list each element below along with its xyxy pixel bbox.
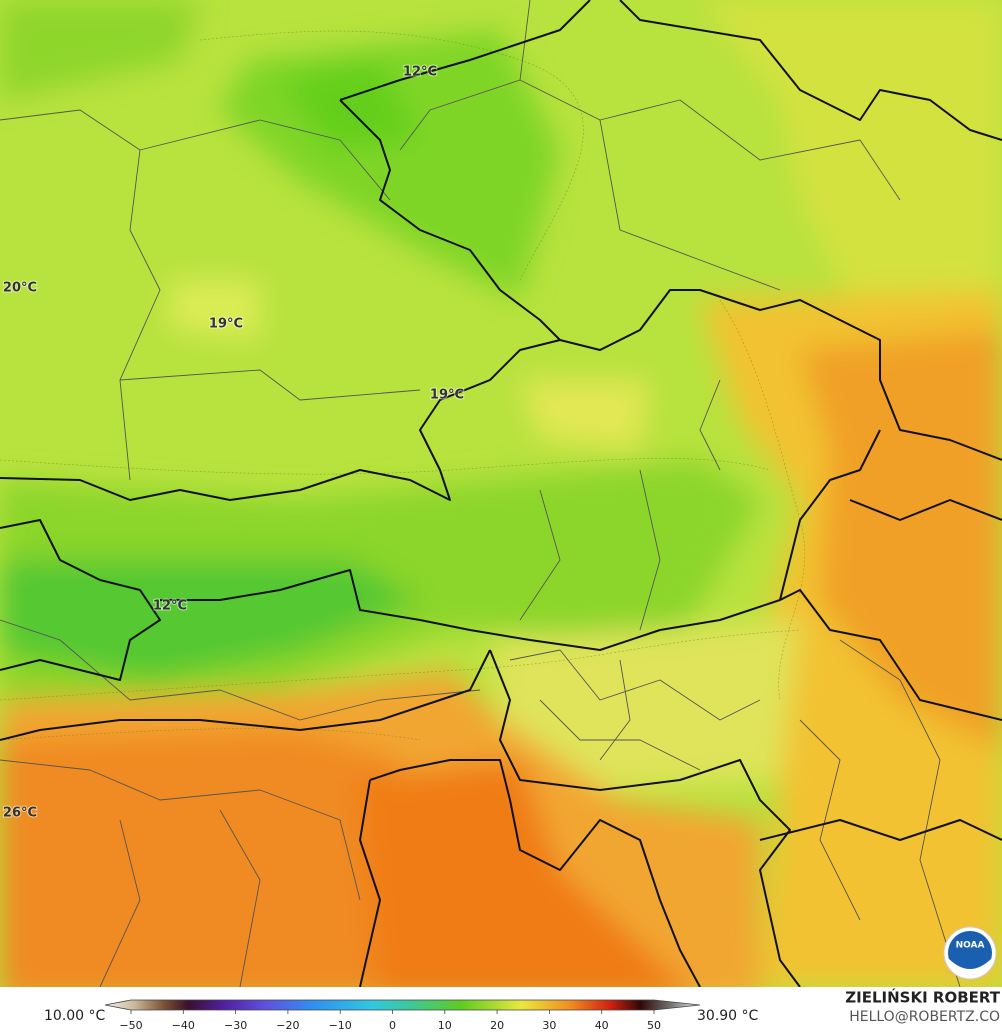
map-labels: 12°C 20°C 19°C 19°C 12°C 26°C	[2, 64, 465, 822]
colorbar-tick-label: −20	[276, 1019, 299, 1032]
credit-name: ZIELIŃSKI ROBERT	[845, 988, 1000, 1007]
colorbar-max: 30.90 °C	[697, 1008, 759, 1024]
temperature-field	[0, 0, 1002, 987]
map-label: 20°C	[3, 281, 37, 296]
colorbar-tick-label: 10	[438, 1019, 452, 1032]
colorbar-tick-label: −40	[172, 1019, 195, 1032]
colorbar-tick-label: 50	[647, 1019, 661, 1032]
country-borders	[0, 0, 1002, 987]
contours	[0, 30, 805, 741]
colorbar-scale	[104, 999, 701, 1011]
colorbar-tick-label: 40	[595, 1019, 609, 1032]
map-label: 26°C	[3, 806, 37, 821]
colorbar-tick-label: 0	[389, 1019, 396, 1032]
colorbar-tick-label: 30	[542, 1019, 556, 1032]
region-borders	[0, 0, 961, 987]
colorbar-tick-label: −10	[329, 1019, 352, 1032]
colorbar-tick-label: −50	[119, 1019, 142, 1032]
map: 12°C 20°C 19°C 19°C 12°C 26°C NOAA	[0, 0, 1002, 987]
credit-email: HELLO@ROBERTZ.CO	[849, 1009, 1000, 1025]
noaa-logo: NOAA	[943, 926, 997, 980]
colorbar-min: 10.00 °C	[44, 1008, 106, 1024]
colorbar-tick-label: −30	[224, 1019, 247, 1032]
map-label: 19°C	[209, 317, 243, 332]
colorbar: 10.00 °C 30.90 °C −50 −40 −30 −20 −10 0 10 20 30…	[44, 999, 759, 1032]
map-label: 12°C	[403, 65, 437, 80]
map-label: 19°C	[430, 388, 464, 403]
logo-text: NOAA	[956, 941, 985, 951]
map-label: 12°C	[153, 599, 187, 614]
colorbar-tick-label: 20	[490, 1019, 504, 1032]
